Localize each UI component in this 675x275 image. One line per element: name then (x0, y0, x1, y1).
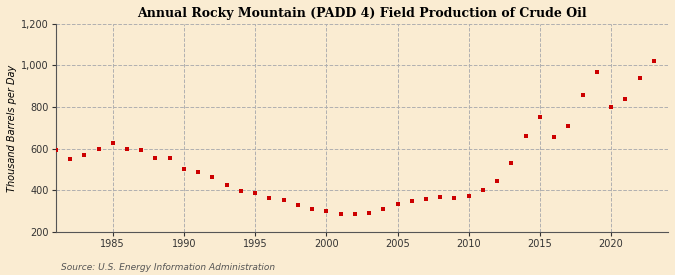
Point (477, 188, 488, 192)
Point (179, 167, 190, 172)
Point (321, 209, 331, 213)
Point (406, 199, 417, 203)
Point (449, 195, 460, 200)
Point (563, 123, 574, 128)
Point (65, 157, 76, 161)
Point (207, 175, 218, 179)
Point (236, 189, 246, 194)
Point (51, 147, 61, 152)
Point (93, 147, 104, 152)
Y-axis label: Thousand Barrels per Day: Thousand Barrels per Day (7, 64, 17, 191)
Point (577, 93, 588, 97)
Title: Annual Rocky Mountain (PADD 4) Field Production of Crude Oil: Annual Rocky Mountain (PADD 4) Field Pro… (137, 7, 587, 20)
Point (634, 76, 645, 80)
Point (350, 211, 360, 216)
Point (549, 135, 560, 139)
Point (535, 115, 545, 119)
Point (520, 134, 531, 138)
Point (435, 194, 446, 199)
Point (306, 207, 317, 211)
Point (463, 194, 474, 198)
Point (264, 195, 275, 200)
Point (378, 207, 389, 211)
Text: Source: U.S. Energy Information Administration: Source: U.S. Energy Information Administ… (61, 263, 275, 272)
Point (591, 70, 602, 74)
Point (292, 203, 303, 207)
Point (79, 153, 90, 158)
Point (221, 183, 232, 187)
Point (107, 141, 118, 145)
Point (150, 155, 161, 160)
Point (278, 197, 289, 202)
Point (250, 191, 261, 196)
Point (492, 179, 503, 183)
Point (620, 97, 630, 101)
Point (164, 156, 175, 160)
Point (506, 161, 517, 166)
Point (392, 202, 403, 206)
Point (421, 196, 431, 201)
Point (605, 105, 616, 109)
Point (122, 147, 132, 151)
Point (335, 212, 346, 216)
Point (364, 211, 375, 215)
Point (193, 169, 204, 174)
Point (649, 59, 659, 64)
Point (136, 147, 146, 152)
